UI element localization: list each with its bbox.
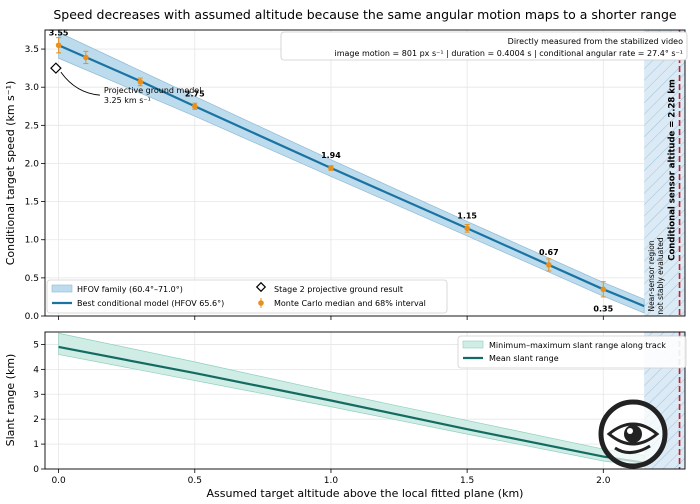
y-tick-label: 4 [33,365,39,375]
conditional-altitude-label: Conditional sensor altitude = 2.28 km [668,79,678,261]
y-tick-label: 3 [33,390,39,400]
y-tick-label: 1 [33,440,39,450]
y-tick-label: 2.0 [25,159,40,169]
point-value-label: 0.67 [539,248,559,257]
legend-label-minmax: Minimum–maximum slant range along track [489,341,666,350]
projective-arrow [60,71,100,96]
top-ylabel: Conditional target speed (km s⁻¹) [4,81,17,266]
axes-frame [44,331,686,470]
bottom-xlabel: Assumed target altitude above the local … [207,487,524,500]
x-tick-label: 0.0 [51,476,66,486]
top-axes: 0.0 0.5 1.0 1.5 2.0 2.5 3.0 3.5 [25,29,686,322]
mc-point [600,286,607,293]
x-tick-label: 1.0 [324,476,339,486]
eye-icon [598,399,668,469]
point-value-label: 2.75 [185,89,205,98]
bottom-legend: Minimum–maximum slant range along track … [457,335,687,369]
mc-point [546,262,552,268]
mc-point [328,165,334,171]
near-sensor-label-1: Near-sensor region [647,240,656,311]
y-tick-label: 5 [33,340,39,350]
info-box: Directly measured from the stabilized vi… [280,31,688,61]
legend-label-monte-carlo: Monte Carlo median and 68% interval [274,299,426,308]
y-tick-label: 1.0 [25,236,40,246]
axes-frame [44,29,686,317]
legend-swatch-projective [255,281,267,293]
x-tick-label: 2.0 [596,476,611,486]
y-tick-label: 3.0 [25,83,40,93]
mc-point [55,42,62,49]
near-sensor-region: Near-sensor region not stably evaluated [644,30,685,316]
point-value-label: 1.94 [321,151,341,160]
y-tick-label: 1.5 [25,198,39,208]
top-legend: HFOV family (60.4°–71.0°) Best condition… [46,279,448,314]
hfov-family-band [58,31,645,314]
x-tick-label: 1.5 [460,476,474,486]
y-tick-label: 2 [33,415,39,425]
info-line-1: Directly measured from the stabilized vi… [508,37,683,46]
bottom-ylabel: Slant range (km) [4,354,17,447]
bottom-axes: 0.0 0.5 1.0 1.5 2.0 0 1 2 3 4 5 [33,331,686,486]
near-sensor-label-2: not stably evaluated [656,237,665,314]
near-sensor-hatch [644,30,685,316]
projective-annotation-2: 3.25 km s⁻¹ [104,96,151,105]
y-tick-label: 0.5 [25,274,39,284]
point-value-labels: 3.55 2.75 1.94 1.15 0.67 0.35 [49,28,614,313]
y-tick-label: 2.5 [25,121,39,131]
legend-swatch-monte-carlo [258,298,264,308]
projective-annotation-1: Projective ground model [104,86,202,95]
legend-swatch-minmax [462,340,484,349]
legend-label-family: HFOV family (60.4°–71.0°) [77,285,183,294]
conditional-altitude-line-group: Conditional sensor altitude = 2.28 km [668,30,681,316]
y-tick-label: 3.5 [25,45,39,55]
chart-title: Speed decreases with assumed altitude be… [53,7,677,22]
x-tick-label: 0.5 [188,476,202,486]
hfov-family-area [58,31,645,314]
info-line-2: image motion = 801 px s⁻¹ | duration = 0… [335,49,683,58]
mc-point [191,103,198,110]
legend-swatch-family [51,284,73,293]
mc-point [464,225,470,232]
mc-point [137,79,144,85]
y-tick-label: 0.0 [25,312,40,322]
legend-label-mean-slant: Mean slant range [489,354,559,363]
point-value-label: 0.35 [593,304,613,313]
point-value-label: 1.15 [457,211,477,220]
legend-label-projective: Stage 2 projective ground result [274,285,403,294]
y-tick-label: 0 [33,465,39,475]
monte-carlo-points [55,37,607,298]
legend-label-best-model: Best conditional model (HFOV 65.6°) [77,299,224,308]
mc-point [83,54,89,61]
point-value-label: 3.55 [49,28,69,37]
projective-marker [50,62,62,74]
